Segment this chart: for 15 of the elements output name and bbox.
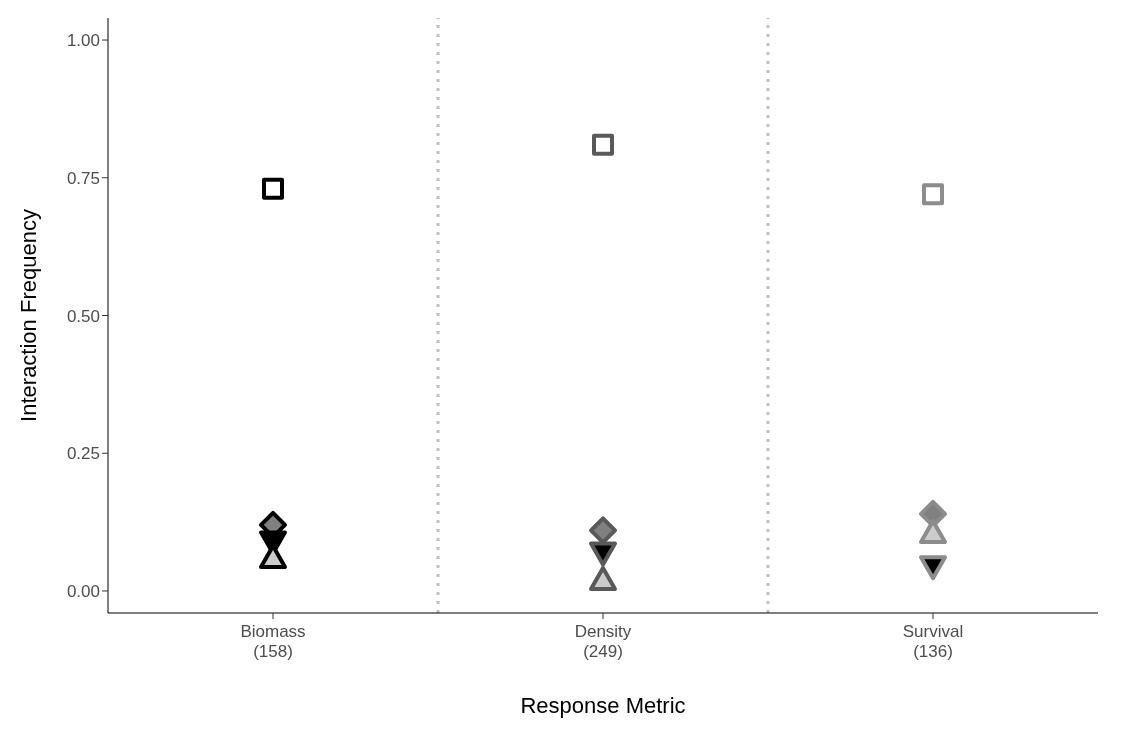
y-tick-label: 0.75 — [66, 168, 100, 188]
x-tick-label: Density (249) — [574, 622, 632, 661]
y-tick-label: 0.50 — [66, 306, 100, 326]
y-tick-label: 0.25 — [66, 444, 100, 464]
x-tick-label: Biomass (158) — [240, 622, 306, 661]
point — [589, 541, 617, 567]
y-axis-title: Interaction Frequency — [15, 209, 41, 422]
point — [922, 183, 944, 206]
point — [592, 133, 614, 156]
y-tick-label: 0.00 — [66, 582, 100, 601]
x-axis-title: Response Metric — [520, 693, 686, 718]
y-tick-label: 1.00 — [66, 31, 100, 51]
point — [589, 565, 617, 591]
x-tick-label: Survival (136) — [902, 622, 964, 661]
point — [919, 519, 947, 545]
